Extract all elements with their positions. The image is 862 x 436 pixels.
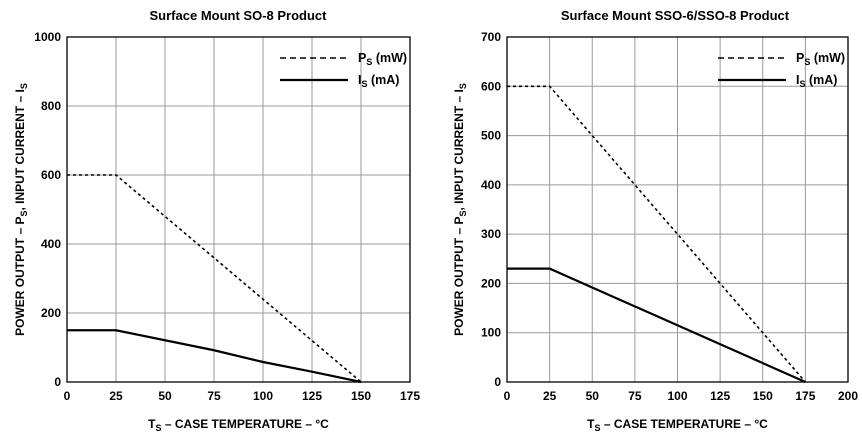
y-tick-label: 1000 <box>34 30 61 44</box>
x-tick-label: 150 <box>351 389 371 403</box>
y-tick-label: 300 <box>481 227 501 241</box>
x-tick-label: 25 <box>109 389 123 403</box>
x-tick-label: 75 <box>628 389 642 403</box>
x-axis-label-part: T <box>148 417 156 431</box>
series-line-is <box>67 329 362 384</box>
x-axis-label-part: – CASE TEMPERATURE – °C <box>162 417 330 431</box>
y-tick-label: 600 <box>481 79 501 93</box>
y-tick-label: 400 <box>41 237 61 251</box>
y-tick-label: 700 <box>481 30 501 44</box>
y-tick-label: 200 <box>41 306 61 320</box>
legend-label-part: I <box>358 73 361 87</box>
legend-label-part: P <box>358 51 366 65</box>
x-axis-label-subscript: S <box>595 423 601 433</box>
x-tick-label: 0 <box>64 389 71 403</box>
x-axis-label: TS – CASE TEMPERATURE – °C <box>587 417 768 433</box>
legend-label-is: IS (mA) <box>358 73 399 89</box>
y-axis-label-part: , INPUT CURRENT – I <box>452 89 466 210</box>
x-axis-label: TS – CASE TEMPERATURE – °C <box>148 417 329 433</box>
legend-label-subscript: S <box>799 79 805 89</box>
legend-label-subscript: S <box>804 57 810 67</box>
x-tick-label: 50 <box>586 389 600 403</box>
y-axis-label-subscript: S <box>458 83 468 89</box>
legend-label-part: (mW) <box>372 51 407 65</box>
chart-title: Surface Mount SO-8 Product <box>150 8 328 23</box>
x-tick-label: 25 <box>543 389 557 403</box>
plot-frame <box>66 36 411 383</box>
legend-label-part: (mA) <box>806 73 838 87</box>
y-axis-label: POWER OUTPUT – PS, INPUT CURRENT – IS <box>13 83 29 336</box>
chart-1: Surface Mount SO-8 Product 0 25 50 75 100 125 1… <box>13 8 420 433</box>
x-tick-label: 175 <box>400 389 420 403</box>
y-axis-label: POWER OUTPUT – PS, INPUT CURRENT – IS <box>452 83 468 336</box>
legend-label-part: (mA) <box>368 73 400 87</box>
x-tick-label: 100 <box>667 389 687 403</box>
x-axis-label-part: T <box>587 417 595 431</box>
y-tick-label: 600 <box>41 168 61 182</box>
x-axis-label-subscript: S <box>156 423 162 433</box>
series-line-ps <box>507 85 806 383</box>
chart-2: Surface Mount SSO-6/SSO-8 Product 0 25 50 75… <box>452 8 858 433</box>
legend-label-subscript: S <box>361 79 367 89</box>
x-tick-label: 100 <box>253 389 273 403</box>
y-axis-label-part: POWER OUTPUT – P <box>13 217 27 336</box>
x-tick-label: 125 <box>710 389 730 403</box>
legend-label-subscript: S <box>366 57 372 67</box>
y-tick-label: 0 <box>54 375 61 389</box>
plot-frame <box>506 36 849 383</box>
y-axis-label-subscript: S <box>19 211 29 217</box>
y-tick-label: 800 <box>41 99 61 113</box>
x-tick-label: 175 <box>795 389 815 403</box>
x-tick-label: 0 <box>504 389 511 403</box>
y-tick-label: 100 <box>481 326 501 340</box>
x-tick-label: 75 <box>207 389 221 403</box>
y-axis-label-subscript: S <box>19 83 29 89</box>
x-tick-label: 200 <box>838 389 858 403</box>
legend-label-part: I <box>796 73 799 87</box>
series-line-ps <box>67 174 362 383</box>
legend-label-is: IS (mA) <box>796 73 837 89</box>
x-tick-label: 50 <box>158 389 172 403</box>
y-tick-label: 500 <box>481 129 501 143</box>
legend-label-part: (mW) <box>810 51 845 65</box>
legend-label-ps: PS (mW) <box>358 51 407 67</box>
y-axis-label-subscript: S <box>458 211 468 217</box>
y-tick-label: 400 <box>481 178 501 192</box>
y-axis-label-part: POWER OUTPUT – P <box>452 217 466 336</box>
y-tick-label: 0 <box>494 375 501 389</box>
x-tick-label: 150 <box>753 389 773 403</box>
y-axis-label-part: , INPUT CURRENT – I <box>13 89 27 210</box>
series-line-is <box>507 267 806 384</box>
y-tick-label: 200 <box>481 276 501 290</box>
legend-label-ps: PS (mW) <box>796 51 845 67</box>
x-axis-label-part: – CASE TEMPERATURE – °C <box>601 417 769 431</box>
x-tick-label: 125 <box>302 389 322 403</box>
chart-title: Surface Mount SSO-6/SSO-8 Product <box>561 8 790 23</box>
legend-label-part: P <box>796 51 804 65</box>
